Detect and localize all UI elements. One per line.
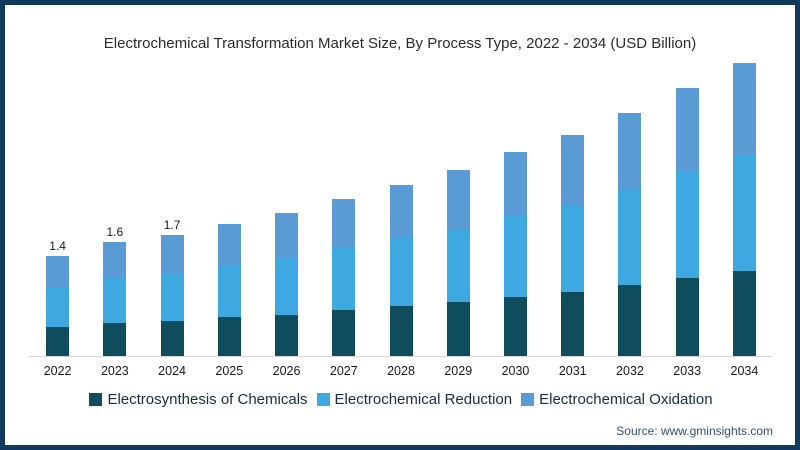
bar-segment-electrochemical-oxidation [389, 184, 413, 239]
bar-column-2023: 1.6 [86, 56, 143, 356]
legend-label: Electrochemical Oxidation [539, 391, 713, 408]
bar-segment-electrochemical-reduction [675, 172, 699, 279]
bar-segment-electrosynthesis-of-chemicals [503, 296, 527, 356]
bar-segment-electrochemical-reduction [503, 216, 527, 297]
legend-label: Electrochemical Reduction [334, 391, 513, 408]
bar-stack [103, 241, 127, 356]
bar-segment-electrosynthesis-of-chemicals [332, 310, 356, 356]
x-axis-label-2026: 2026 [272, 364, 301, 378]
legend-item-electrochemical-reduction: Electrochemical Reduction [316, 391, 513, 408]
bar-stack [275, 213, 299, 356]
x-axis-label-2027: 2027 [329, 364, 358, 378]
bar-segment-electrochemical-oxidation [160, 234, 184, 274]
x-axis-label-2024: 2024 [158, 364, 186, 378]
bar-stack [160, 234, 184, 356]
bar-segment-electrochemical-oxidation [618, 113, 642, 190]
bar-stack [618, 113, 642, 356]
bar-stack [389, 184, 413, 356]
plot-area: 1.4 1.6 1.7 [29, 56, 773, 357]
x-axis-label-2029: 2029 [444, 364, 473, 378]
bar-segment-electrosynthesis-of-chemicals [217, 317, 241, 356]
bar-segment-electrochemical-reduction [389, 238, 413, 306]
legend-marker-icon [316, 393, 330, 406]
bar-stack [332, 198, 356, 356]
bar-segment-electrosynthesis-of-chemicals [160, 321, 184, 356]
bar-column-2034 [716, 56, 773, 356]
bar-segment-electrosynthesis-of-chemicals [561, 291, 585, 356]
bar-stack [675, 88, 699, 356]
bar-segment-electrosynthesis-of-chemicals [732, 271, 756, 356]
bar-segment-electrochemical-reduction [160, 273, 184, 321]
bar-column-2025 [201, 56, 258, 356]
bar-segment-electrochemical-reduction [217, 265, 241, 318]
bar-column-2028 [372, 56, 429, 356]
bar-segment-electrochemical-oxidation [332, 198, 356, 249]
legend-marker-icon [521, 393, 535, 406]
x-axis-label-2028: 2028 [387, 364, 415, 378]
bar-segment-electrochemical-reduction [332, 248, 356, 311]
bar-segment-electrosynthesis-of-chemicals [389, 306, 413, 356]
bar-segment-electrochemical-oxidation [503, 152, 527, 217]
x-axis-label-2030: 2030 [501, 364, 530, 378]
bar-segment-electrosynthesis-of-chemicals [275, 314, 299, 356]
bar-segment-electrochemical-oxidation [732, 63, 756, 156]
legend-item-electrochemical-oxidation: Electrochemical Oxidation [521, 391, 713, 408]
x-axis-label-2031: 2031 [558, 364, 587, 378]
bar-column-2022: 1.4 [29, 56, 86, 356]
bar-column-2031 [544, 56, 601, 356]
bar-segment-electrochemical-reduction [275, 258, 299, 315]
bar-stack [561, 134, 585, 356]
bar-segment-electrosynthesis-of-chemicals [675, 278, 699, 356]
bar-stack [503, 152, 527, 356]
bar-column-2029 [430, 56, 487, 356]
bar-stack [46, 256, 70, 356]
bar-column-2024: 1.7 [143, 56, 200, 356]
bar-segment-electrochemical-reduction [618, 189, 642, 286]
bar-column-2030 [487, 56, 544, 356]
bar-value-label: 1.7 [163, 217, 181, 232]
bar-segment-electrochemical-oxidation [675, 88, 699, 173]
bar-stack [217, 223, 241, 356]
bar-stack [732, 63, 756, 356]
bar-segment-electrochemical-oxidation [217, 223, 241, 266]
bar-column-2033 [659, 56, 716, 356]
bar-segment-electrochemical-oxidation [46, 256, 70, 288]
bar-value-label: 1.4 [49, 239, 66, 253]
bar-column-2027 [315, 56, 372, 356]
x-axis-labels: 2022 2023 2024 2025 2026 2027 2028 2029 2030 2031… [29, 364, 773, 378]
x-axis-label-2033: 2033 [673, 364, 702, 378]
x-axis-label-2032: 2032 [616, 364, 644, 378]
x-axis-label-2025: 2025 [215, 364, 244, 378]
bar-segment-electrosynthesis-of-chemicals [103, 323, 127, 356]
bar-segment-electrochemical-oxidation [275, 213, 299, 259]
x-axis-label-2034: 2034 [730, 364, 759, 378]
x-axis-label-2023: 2023 [100, 364, 129, 378]
bar-segment-electrochemical-reduction [561, 204, 585, 292]
bar-segment-electrochemical-oxidation [103, 241, 127, 279]
bar-value-label: 1.6 [106, 224, 124, 239]
source-note: Source: www.gminsights.com [616, 424, 773, 438]
chart-title: Electrochemical Transformation Market Si… [103, 35, 697, 52]
legend-label: Electrosynthesis of Chemicals [107, 391, 308, 408]
bar-segment-electrochemical-reduction [46, 287, 70, 327]
bar-segment-electrosynthesis-of-chemicals [46, 326, 70, 356]
legend: Electrosynthesis of Chemicals Electrochem… [29, 391, 773, 408]
bar-segment-electrosynthesis-of-chemicals [446, 302, 470, 356]
bar-segment-electrochemical-reduction [446, 228, 470, 303]
x-axis-label-2022: 2022 [43, 364, 72, 378]
chart-region: 1.4 1.6 1.7 2022 2023 2024 2025 2026 2027 2028 20… [29, 56, 773, 408]
bar-segment-electrochemical-reduction [103, 278, 127, 324]
bar-column-2032 [601, 56, 658, 356]
legend-item-electrosynthesis-of-chemicals: Electrosynthesis of Chemicals [89, 391, 308, 408]
bar-segment-electrochemical-reduction [732, 155, 756, 271]
bar-stack [446, 170, 470, 356]
legend-marker-icon [89, 393, 103, 406]
bar-segment-electrochemical-oxidation [561, 134, 585, 205]
bar-segment-electrochemical-oxidation [446, 170, 470, 229]
bar-column-2026 [258, 56, 315, 356]
bar-segment-electrosynthesis-of-chemicals [618, 285, 642, 356]
